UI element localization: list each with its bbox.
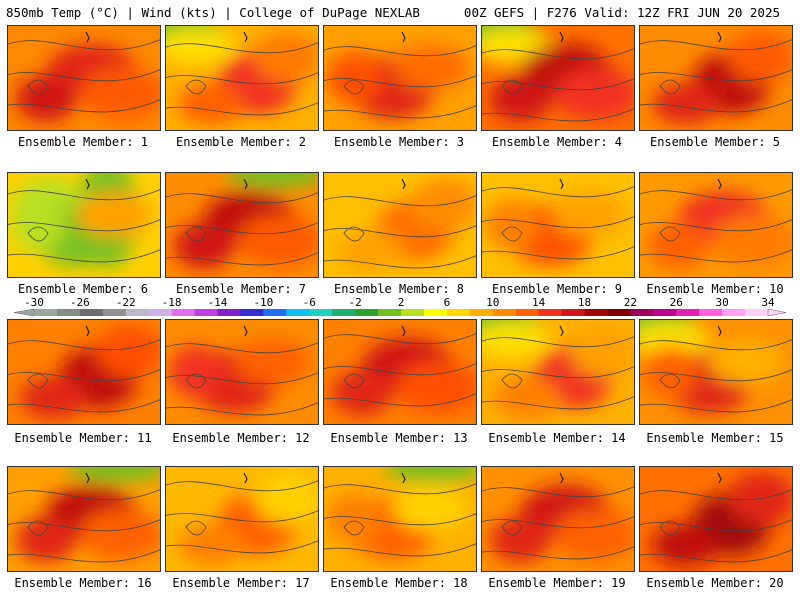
- ensemble-map-panel: [323, 466, 477, 572]
- colorbar-swatch: [561, 309, 585, 316]
- colorbar-swatch: [171, 309, 195, 316]
- colorbar-swatch: [56, 309, 81, 316]
- colorbar-swatch: [745, 309, 769, 316]
- colorbar-swatch: [263, 309, 287, 316]
- colorbar-tick-label: 22: [624, 296, 637, 309]
- ensemble-member-label: Ensemble Member: 12: [172, 431, 310, 445]
- ensemble-map-panel: [639, 172, 793, 278]
- colorbar-tick-label: -30: [24, 296, 44, 309]
- colorbar-swatch: [194, 309, 218, 316]
- colorbar-swatch: [630, 309, 654, 316]
- ensemble-map-panel: [165, 25, 319, 131]
- ensemble-map-panel: [639, 466, 793, 572]
- ensemble-map-panel: [7, 25, 161, 131]
- ensemble-map-panel: [481, 172, 635, 278]
- ensemble-map-panel: [165, 172, 319, 278]
- ensemble-member-label: Ensemble Member: 18: [330, 576, 468, 590]
- ensemble-member-label: Ensemble Member: 3: [333, 135, 465, 149]
- colorbar-swatch: [355, 309, 379, 316]
- colorbar-swatch: [492, 309, 516, 316]
- ensemble-member-label: Ensemble Member: 6: [17, 282, 149, 296]
- colorbar-swatch: [102, 309, 127, 316]
- ensemble-member-label: Ensemble Member: 11: [14, 431, 152, 445]
- valid-time-label: 00Z GEFS | F276 Valid: 12Z FRI JUN 20 20…: [463, 5, 780, 20]
- ensemble-member-label: Ensemble Member: 10: [646, 282, 784, 296]
- ensemble-map-panel: [481, 319, 635, 425]
- ensemble-member-label: Ensemble Member: 13: [330, 431, 468, 445]
- ensemble-member-label: Ensemble Member: 4: [491, 135, 623, 149]
- ensemble-member-label: Ensemble Member: 14: [488, 431, 626, 445]
- ensemble-map-panel: [7, 319, 161, 425]
- ensemble-map-panel: [165, 319, 319, 425]
- colorbar-swatch: [446, 309, 471, 316]
- ensemble-member-label: Ensemble Member: 9: [491, 282, 623, 296]
- colorbar-swatch: [309, 309, 333, 316]
- colorbar-swatch: [332, 309, 356, 316]
- colorbar-tick-label: 26: [670, 296, 683, 309]
- ensemble-member-label: Ensemble Member: 19: [488, 576, 626, 590]
- colorbar-tick-label: 14: [532, 296, 546, 309]
- ensemble-map-panel: [323, 319, 477, 425]
- colorbar-swatch: [125, 309, 149, 316]
- colorbar-min-arrow: [13, 308, 35, 317]
- colorbar-tick-label: 34: [761, 296, 775, 309]
- colorbar-tick-label: 30: [716, 296, 729, 309]
- colorbar-swatch: [515, 309, 539, 316]
- colorbar-tick-label: 2: [398, 296, 405, 309]
- colorbar-tick-label: -14: [208, 296, 228, 309]
- ensemble-map-panel: [7, 172, 161, 278]
- colorbar-tick-label: -18: [162, 296, 182, 309]
- ensemble-map-panel: [639, 25, 793, 131]
- colorbar-swatch: [653, 309, 677, 316]
- colorbar-max-arrow: [767, 308, 787, 317]
- ensemble-map-panel: [481, 466, 635, 572]
- colorbar-tick-label: 10: [486, 296, 499, 309]
- ensemble-member-label: Ensemble Member: 2: [175, 135, 307, 149]
- colorbar-swatch: [699, 309, 723, 316]
- colorbar-swatch: [217, 309, 241, 316]
- colorbar-swatch: [148, 309, 172, 316]
- ensemble-map-panel: [323, 172, 477, 278]
- ensemble-map-panel: [481, 25, 635, 131]
- ensemble-member-label: Ensemble Member: 5: [649, 135, 781, 149]
- colorbar-tick-label: -10: [253, 296, 273, 309]
- colorbar-swatch: [676, 309, 700, 316]
- ensemble-member-label: Ensemble Member: 20: [646, 576, 784, 590]
- colorbar-tick-label: 6: [444, 296, 451, 309]
- colorbar-swatch: [378, 309, 402, 316]
- colorbar-tick-label: -26: [70, 296, 90, 309]
- colorbar-swatch: [722, 309, 746, 316]
- ensemble-member-label: Ensemble Member: 8: [333, 282, 465, 296]
- ensemble-map-panel: [639, 319, 793, 425]
- ensemble-member-label: Ensemble Member: 15: [646, 431, 784, 445]
- ensemble-map-panel: [7, 466, 161, 572]
- colorbar-tick-label: 18: [578, 296, 591, 309]
- colorbar-swatch: [34, 309, 58, 316]
- colorbar-tick-label: -6: [303, 296, 316, 309]
- colorbar-swatch: [401, 309, 425, 316]
- chart-title: 850mb Temp (°C) | Wind (kts) | College o…: [6, 5, 420, 20]
- colorbar-swatch: [538, 309, 562, 316]
- ensemble-member-label: Ensemble Member: 16: [14, 576, 152, 590]
- colorbar-swatch: [286, 309, 310, 316]
- colorbar-swatch: [584, 309, 608, 316]
- ensemble-member-label: Ensemble Member: 1: [17, 135, 149, 149]
- colorbar-swatch: [423, 309, 448, 316]
- ensemble-map-panel: [165, 466, 319, 572]
- colorbar-swatch: [469, 309, 494, 316]
- ensemble-map-panel: [323, 25, 477, 131]
- ensemble-member-label: Ensemble Member: 17: [172, 576, 310, 590]
- colorbar-tick-label: -22: [116, 296, 136, 309]
- colorbar-swatch: [607, 309, 631, 316]
- colorbar-swatch: [79, 309, 104, 316]
- colorbar-tick-label: -2: [349, 296, 362, 309]
- ensemble-member-label: Ensemble Member: 7: [175, 282, 307, 296]
- temperature-colorbar: -30-26-22-18-14-10-6-2261014182226303438…: [13, 296, 787, 317]
- colorbar-swatch: [240, 309, 264, 316]
